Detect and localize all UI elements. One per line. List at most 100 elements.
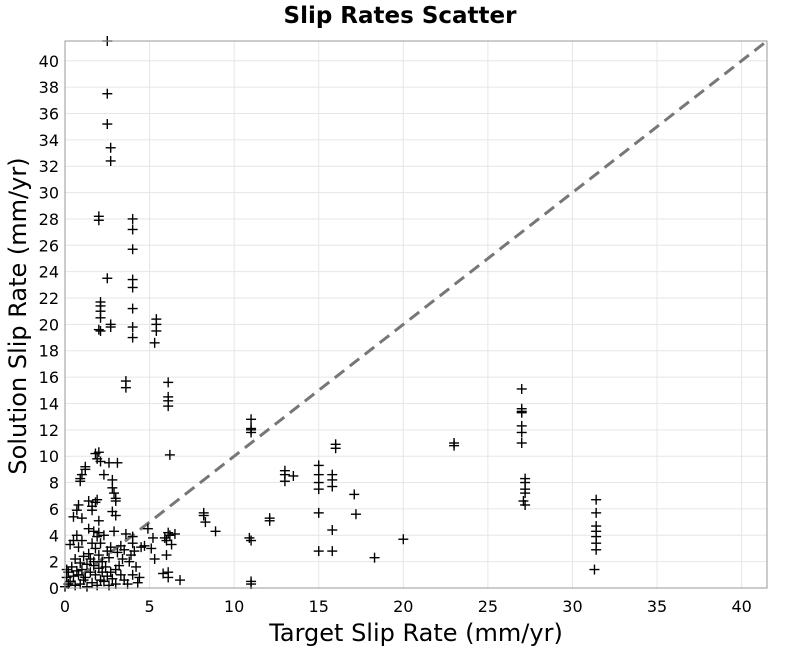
data-point: [127, 569, 138, 580]
data-point: [246, 414, 257, 425]
x-tick-label: 30: [562, 597, 582, 616]
data-point: [127, 303, 138, 314]
y-tick-label: 20: [39, 315, 59, 334]
data-point: [102, 273, 113, 284]
data-point: [102, 119, 113, 130]
data-point: [591, 494, 602, 505]
x-tick-label: 5: [144, 597, 154, 616]
x-tick-label: 15: [309, 597, 329, 616]
data-point: [90, 569, 101, 580]
data-point: [398, 534, 409, 545]
data-point: [90, 543, 101, 554]
data-point: [125, 550, 136, 561]
data-point: [127, 332, 138, 343]
data-point: [76, 513, 87, 524]
data-point: [97, 567, 108, 578]
y-tick-label: 30: [39, 184, 59, 203]
data-point: [81, 559, 92, 570]
data-point: [327, 481, 338, 492]
data-point: [105, 155, 116, 166]
data-point: [127, 538, 138, 549]
data-point: [110, 496, 121, 507]
data-point: [103, 552, 114, 563]
data-point: [127, 213, 138, 224]
data-point: [449, 440, 460, 451]
data-point: [78, 551, 89, 562]
chart-title: Slip Rates Scatter: [284, 3, 518, 29]
data-point: [313, 546, 324, 557]
data-point: [87, 505, 98, 516]
data-point: [210, 526, 221, 537]
data-point: [127, 244, 138, 255]
data-point: [105, 142, 116, 153]
y-tick-label: 14: [39, 394, 59, 413]
y-tick-label: 0: [49, 579, 59, 598]
data-point: [95, 456, 106, 467]
y-tick-label: 40: [39, 52, 59, 71]
data-point: [164, 449, 175, 460]
data-point: [198, 510, 209, 521]
y-tick-label: 26: [39, 236, 59, 255]
data-point: [76, 564, 87, 575]
data-point: [95, 538, 106, 549]
data-point: [520, 499, 531, 510]
data-point: [93, 550, 104, 561]
data-point: [61, 572, 72, 583]
data-point: [119, 544, 130, 555]
data-point: [73, 499, 84, 510]
data-point: [146, 543, 157, 554]
data-point: [102, 571, 113, 582]
data-point: [98, 469, 109, 480]
data-point: [103, 580, 114, 591]
y-tick-label: 28: [39, 210, 59, 229]
data-point: [520, 488, 531, 499]
data-point: [163, 401, 174, 412]
y-tick-label: 8: [49, 474, 59, 493]
data-point: [164, 530, 175, 541]
data-point: [98, 530, 109, 541]
data-point: [68, 571, 79, 582]
data-point: [246, 579, 257, 590]
x-tick-label: 0: [60, 597, 70, 616]
data-point: [161, 535, 172, 546]
data-point: [109, 526, 120, 537]
y-tick-label: 38: [39, 78, 59, 97]
data-point: [516, 438, 527, 449]
data-point: [110, 579, 121, 590]
x-axis-ticks: 0 5 10 15 20 25 30 35 40: [60, 597, 752, 616]
data-point: [516, 383, 527, 394]
data-point: [107, 573, 118, 584]
data-point: [132, 577, 143, 588]
data-point: [75, 579, 86, 590]
data-point: [95, 312, 106, 323]
y-axis-label: Solution Slip Rate (mm/yr): [4, 157, 32, 474]
data-point: [100, 561, 111, 572]
data-point: [110, 510, 121, 521]
data-point: [279, 476, 290, 487]
data-point: [102, 546, 113, 557]
data-point: [119, 575, 130, 586]
data-point: [81, 581, 92, 592]
data-point: [95, 325, 106, 336]
data-point: [71, 565, 82, 576]
data-point: [70, 554, 81, 565]
data-point: [350, 509, 361, 520]
data-point: [112, 457, 123, 468]
data-point: [127, 224, 138, 235]
data-point: [369, 552, 380, 563]
data-point: [246, 427, 257, 438]
data-point: [134, 572, 145, 583]
data-point: [327, 546, 338, 557]
data-point: [349, 489, 360, 500]
data-point: [117, 554, 128, 565]
y-tick-label: 36: [39, 104, 59, 123]
data-point: [246, 535, 257, 546]
y-tick-label: 34: [39, 131, 59, 150]
data-point: [80, 464, 91, 475]
data-point: [75, 557, 86, 568]
data-point: [85, 567, 96, 578]
data-point: [330, 443, 341, 454]
data-point: [66, 561, 77, 572]
data-point: [163, 572, 174, 583]
data-point: [97, 556, 108, 567]
